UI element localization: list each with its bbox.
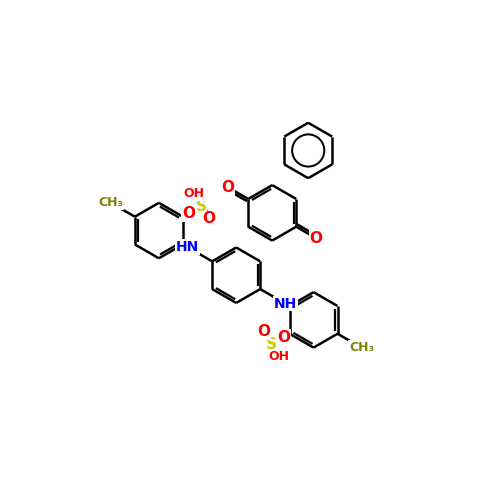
Text: O: O [202,212,215,226]
Text: O: O [278,330,290,344]
Text: O: O [310,231,322,246]
Text: CH₃: CH₃ [349,341,374,354]
Text: OH: OH [268,350,289,364]
Text: OH: OH [184,187,204,200]
Text: S: S [196,198,206,214]
Text: CH₃: CH₃ [98,196,124,209]
Text: NH: NH [274,296,297,310]
Text: HN: HN [176,240,199,254]
Text: O: O [182,206,195,221]
Text: O: O [222,180,234,195]
Text: O: O [258,324,270,339]
Text: S: S [266,337,276,352]
